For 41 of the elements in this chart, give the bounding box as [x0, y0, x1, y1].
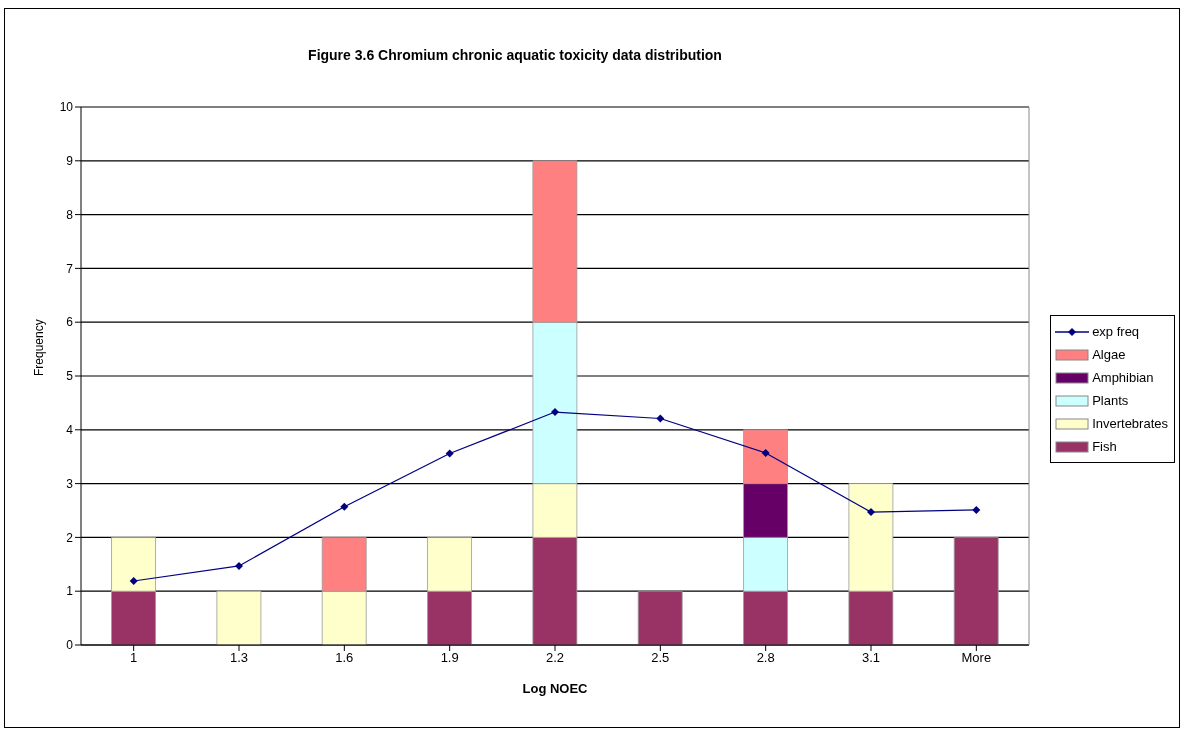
x-tick-label: More	[961, 650, 992, 666]
x-tick-label: 1.6	[335, 650, 354, 666]
y-tick-label: 5	[66, 369, 74, 384]
y-tick-label: 0	[66, 638, 74, 653]
x-tick-label: 1	[130, 650, 138, 666]
point	[972, 505, 981, 514]
y-tick-label: 4	[66, 423, 74, 438]
point	[129, 576, 138, 585]
legend-label: Algae	[1092, 347, 1126, 362]
point	[551, 408, 559, 417]
point	[656, 414, 665, 423]
x-tick-label: 2.5	[651, 650, 670, 666]
point	[867, 508, 875, 517]
legend-label: Fish	[1092, 439, 1117, 454]
y-tick-label: 7	[66, 261, 74, 276]
bar	[216, 590, 262, 645]
point	[445, 449, 454, 458]
y-tick-label: 2	[66, 530, 74, 545]
y-tick-label: 3	[66, 476, 74, 491]
x-tick-label: 1.3	[229, 650, 249, 666]
point	[761, 448, 770, 457]
y-tick-label: 10	[59, 100, 74, 115]
legend-label: Plants	[1092, 393, 1129, 408]
point	[235, 561, 243, 570]
point	[340, 502, 349, 511]
x-tick-label: 2.8	[756, 650, 775, 666]
y-tick-label: 1	[66, 584, 74, 599]
x-axis-title: Log NOEC	[522, 681, 589, 696]
bar	[637, 590, 683, 645]
x-tick-label: 1.9	[440, 650, 459, 666]
legend-label: Amphibian	[1092, 370, 1154, 385]
y-tick-label: 8	[66, 207, 74, 222]
y-tick-label: 6	[66, 315, 74, 330]
y-tick-label: 9	[66, 154, 74, 169]
x-tick-label: 2.2	[545, 650, 565, 666]
legend-label: Invertebrates	[1092, 416, 1168, 431]
legend-label: exp freq	[1092, 324, 1140, 339]
y-axis-title: Frequency	[32, 319, 47, 376]
x-tick-label: 3.1	[861, 650, 881, 666]
bar	[953, 537, 999, 645]
chart-title: Figure 3.6 Chromium chronic aquatic toxicity data distribution	[307, 47, 723, 63]
